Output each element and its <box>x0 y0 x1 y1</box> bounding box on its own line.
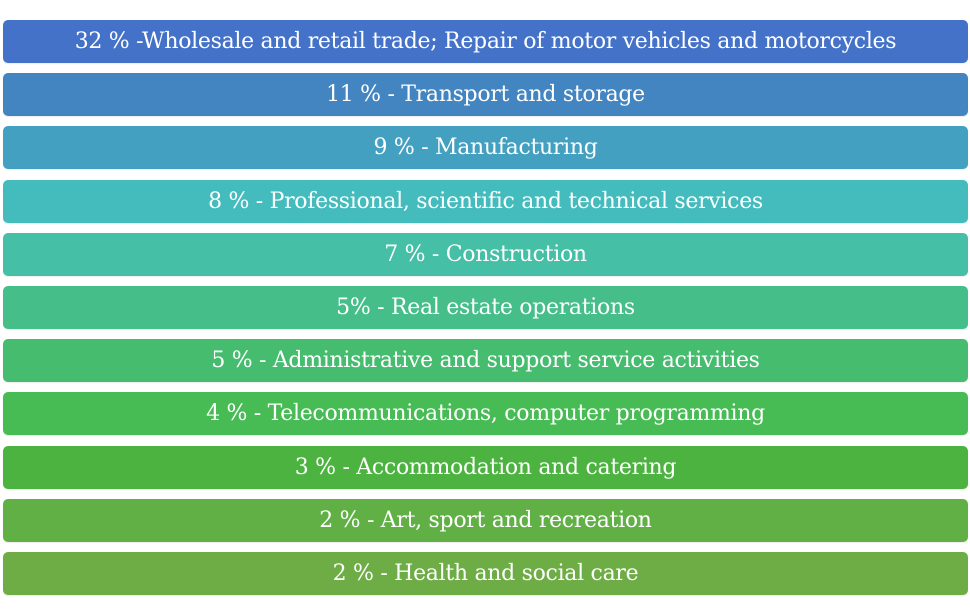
category-list: 32 % -Wholesale and retail trade; Repair… <box>3 20 968 605</box>
list-item: 2 % - Health and social care <box>3 551 968 595</box>
list-item: 7 % - Construction <box>3 232 968 276</box>
list-item: 11 % - Transport and storage <box>3 73 968 117</box>
list-item: 8 % - Professional, scientific and techn… <box>3 179 968 223</box>
list-item: 32 % -Wholesale and retail trade; Repair… <box>3 20 968 63</box>
list-item: 5% - Real estate operations <box>3 285 968 329</box>
list-item: 4 % - Telecommunications, computer progr… <box>3 392 968 436</box>
list-item: 5 % - Administrative and support service… <box>3 339 968 383</box>
list-item: 3 % - Accommodation and catering <box>3 445 968 489</box>
list-item: 9 % - Manufacturing <box>3 126 968 170</box>
list-item: 2 % - Art, sport and recreation <box>3 498 968 542</box>
